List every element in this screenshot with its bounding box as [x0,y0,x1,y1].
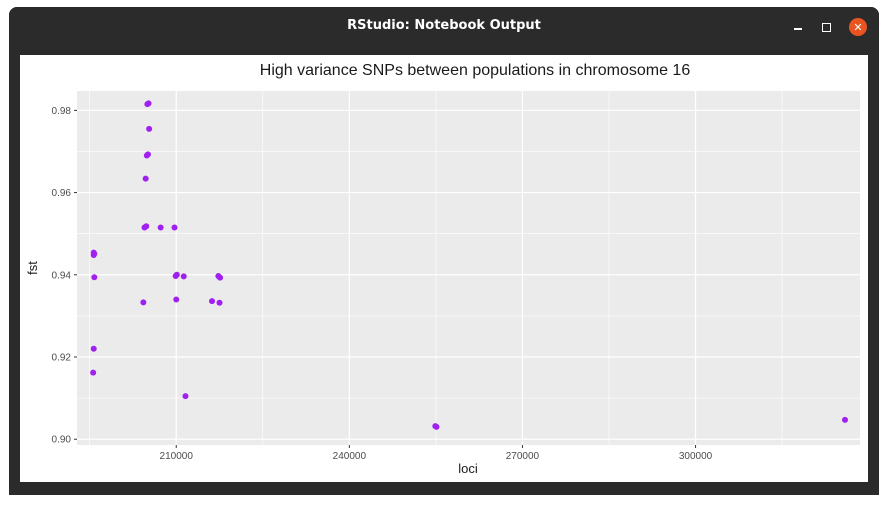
major-gridlines [77,91,860,445]
minimize-button[interactable] [789,18,807,36]
data-point [841,416,848,423]
data-point [433,423,440,430]
data-point [91,274,98,281]
x-tick-label: 270000 [506,451,540,462]
title-bar[interactable]: RStudio: Notebook Output ✕ [9,7,879,47]
chart-title: High variance SNPs between populations i… [260,62,691,79]
plot-panel [77,91,860,445]
data-points [90,100,848,430]
data-point [171,224,178,231]
minimize-icon [794,24,802,30]
x-tick-label: 240000 [333,451,367,462]
data-point [146,125,153,132]
data-point [144,101,151,108]
x-tick-label: 300000 [679,451,713,462]
data-point [216,299,223,306]
y-axis-label: fst [25,261,40,275]
maximize-icon [821,22,831,32]
data-point [180,273,187,280]
data-point [157,224,164,231]
maximize-button[interactable] [817,18,835,36]
x-tick-label: 210000 [160,451,194,462]
y-axis: 0.90 0.92 0.94 0.96 0.98 [52,106,77,446]
data-point [182,393,189,400]
data-point [90,252,97,259]
close-icon: ✕ [853,20,863,34]
window-title: RStudio: Notebook Output [347,18,541,33]
y-tick-label: 0.90 [52,435,72,446]
y-tick-label: 0.96 [52,188,72,199]
scatter-chart: High variance SNPs between populations i… [25,62,860,476]
data-point [142,175,149,182]
x-axis-label: loci [458,461,478,476]
data-point [217,274,224,281]
minor-gridlines [77,91,860,445]
y-tick-label: 0.98 [52,106,72,117]
notebook-output-window: RStudio: Notebook Output ✕ High variance… [9,7,879,495]
y-tick-label: 0.92 [52,353,72,364]
data-point [143,223,150,230]
data-point [173,296,180,303]
data-point [143,152,150,159]
x-axis: 210000 240000 270000 300000 [160,445,713,462]
data-point [173,271,180,278]
y-tick-label: 0.94 [52,270,72,281]
data-point [140,299,147,306]
data-point [209,298,216,305]
close-button[interactable]: ✕ [849,18,867,36]
plot-area: High variance SNPs between populations i… [20,55,868,482]
data-point [90,345,97,352]
data-point [90,369,97,376]
